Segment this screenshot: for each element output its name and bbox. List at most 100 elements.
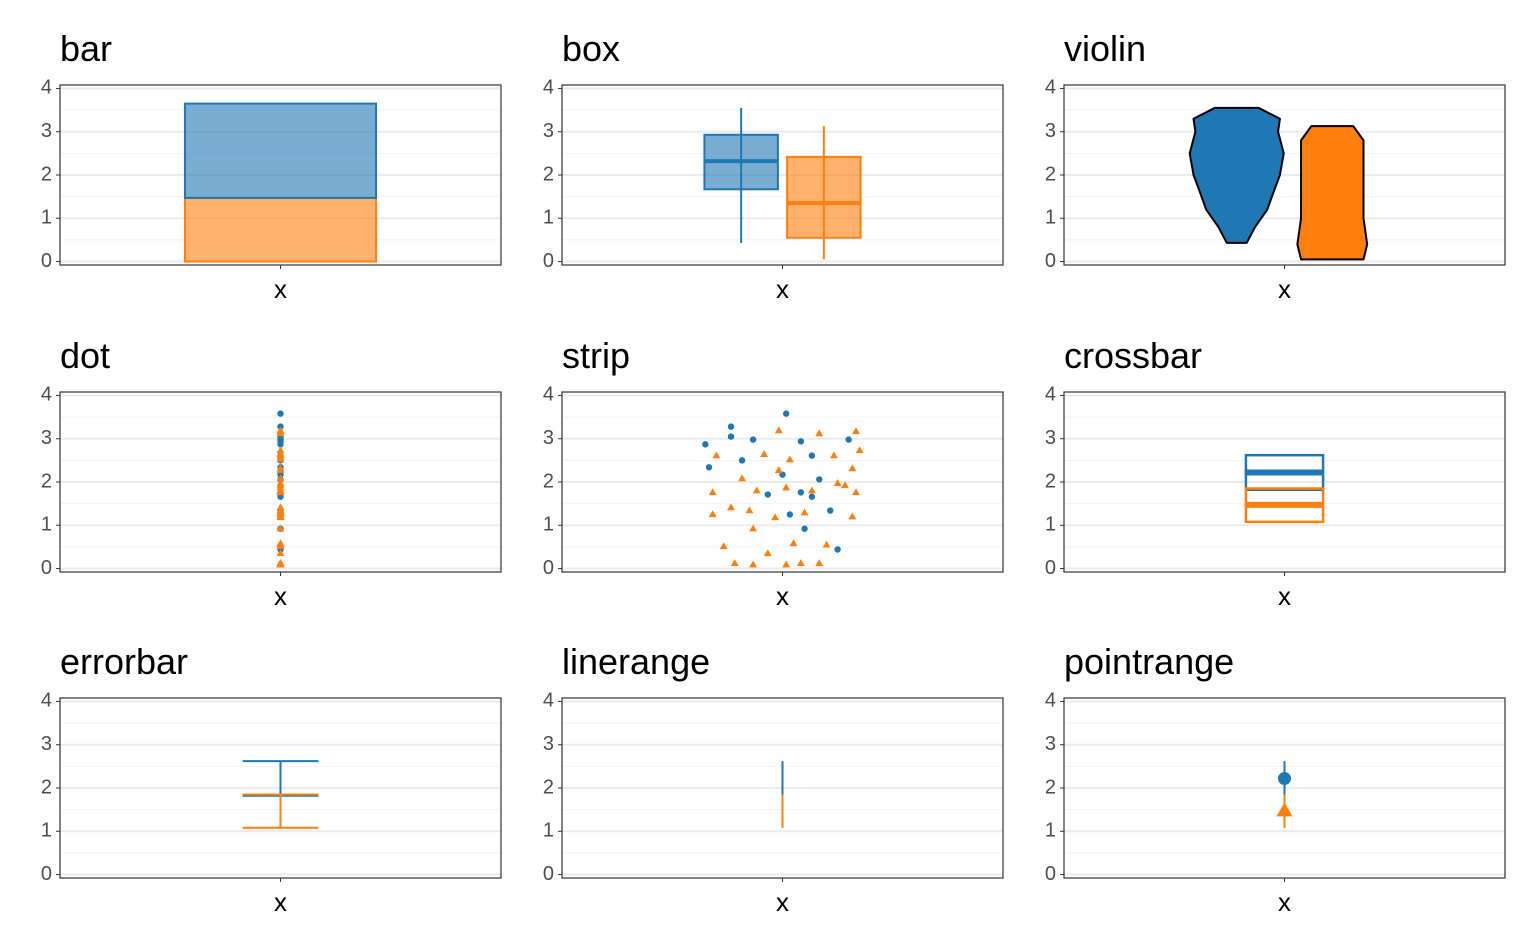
y-tick-label: 4 xyxy=(543,77,554,99)
y-tick-label: 1 xyxy=(41,514,52,536)
point xyxy=(277,493,284,500)
point xyxy=(276,559,285,567)
point xyxy=(827,507,834,514)
point xyxy=(800,508,809,516)
y-tick-label: 3 xyxy=(543,427,554,449)
point xyxy=(797,489,805,496)
chart-title: violin xyxy=(1064,28,1146,69)
y-tick-label: 1 xyxy=(1045,820,1056,842)
y-tick-label: 4 xyxy=(543,690,554,712)
panel-border xyxy=(59,84,502,266)
point xyxy=(797,438,805,445)
point xyxy=(752,486,761,494)
point xyxy=(774,466,783,474)
point xyxy=(276,540,285,548)
panel-border xyxy=(1063,697,1506,879)
point xyxy=(789,539,798,547)
panel-border xyxy=(561,697,1004,879)
y-tick-label: 4 xyxy=(1045,384,1056,406)
y-tick-label: 1 xyxy=(543,820,554,842)
point xyxy=(834,546,841,553)
x-tick-label: x xyxy=(1278,274,1291,304)
x-tick-label: x xyxy=(776,581,789,611)
panel-border xyxy=(1063,391,1506,573)
y-tick-label: 4 xyxy=(41,384,52,406)
point xyxy=(1278,771,1291,785)
y-tick-label: 0 xyxy=(543,863,554,885)
point xyxy=(771,513,780,521)
y-tick-label: 1 xyxy=(41,820,52,842)
point xyxy=(815,559,824,567)
point xyxy=(719,542,728,550)
x-tick-label: x xyxy=(274,274,287,304)
chart-title: errorbar xyxy=(60,641,188,682)
point xyxy=(727,433,735,440)
violin xyxy=(1296,125,1369,261)
x-tick-label: x xyxy=(274,887,287,917)
point xyxy=(852,427,860,435)
point xyxy=(708,488,717,496)
y-tick-label: 2 xyxy=(543,163,554,185)
y-tick-label: 2 xyxy=(543,776,554,798)
chart-title: crossbar xyxy=(1064,335,1202,376)
point xyxy=(801,525,808,532)
y-tick-label: 1 xyxy=(41,207,52,229)
point xyxy=(276,451,285,459)
point xyxy=(276,455,285,463)
y-tick-label: 3 xyxy=(543,733,554,755)
point xyxy=(276,474,285,482)
point xyxy=(738,457,746,464)
chart-title: dot xyxy=(60,335,110,376)
point xyxy=(276,508,285,516)
point xyxy=(848,464,857,472)
y-tick-label: 0 xyxy=(41,250,52,272)
y-tick-label: 0 xyxy=(41,557,52,579)
y-tick-label: 2 xyxy=(1045,163,1056,185)
point xyxy=(727,503,736,511)
y-tick-label: 0 xyxy=(1045,250,1056,272)
point xyxy=(712,451,721,459)
y-tick-label: 3 xyxy=(1045,427,1056,449)
point xyxy=(1276,802,1293,817)
point xyxy=(277,436,284,443)
point xyxy=(763,549,772,557)
point xyxy=(276,524,285,532)
panel-border xyxy=(561,84,1004,266)
point xyxy=(276,488,285,496)
y-tick-label: 3 xyxy=(543,120,554,142)
y-tick-label: 4 xyxy=(1045,690,1056,712)
point xyxy=(276,427,285,435)
point xyxy=(829,451,838,459)
point xyxy=(276,481,285,489)
y-tick-label: 3 xyxy=(41,733,52,755)
point xyxy=(815,429,824,437)
violin xyxy=(1188,106,1285,244)
point xyxy=(855,446,864,454)
point xyxy=(782,483,791,491)
chart-title: pointrange xyxy=(1064,641,1234,682)
y-tick-label: 4 xyxy=(41,77,52,99)
point xyxy=(796,559,805,567)
panel-border xyxy=(1063,84,1506,266)
chart-title: linerange xyxy=(562,641,710,682)
panel-border xyxy=(561,391,1004,573)
y-tick-label: 1 xyxy=(1045,207,1056,229)
point xyxy=(833,479,842,487)
point xyxy=(276,464,285,472)
y-tick-label: 0 xyxy=(1045,863,1056,885)
y-tick-label: 3 xyxy=(41,120,52,142)
point xyxy=(852,488,860,496)
x-tick-label: x xyxy=(1278,887,1291,917)
point xyxy=(807,486,816,494)
point xyxy=(749,436,757,443)
y-tick-label: 0 xyxy=(543,557,554,579)
box xyxy=(786,155,862,239)
point xyxy=(277,410,284,417)
point xyxy=(822,540,831,548)
point xyxy=(738,474,747,482)
point xyxy=(705,464,713,471)
point xyxy=(702,441,709,448)
point xyxy=(764,491,771,498)
point xyxy=(816,476,823,483)
